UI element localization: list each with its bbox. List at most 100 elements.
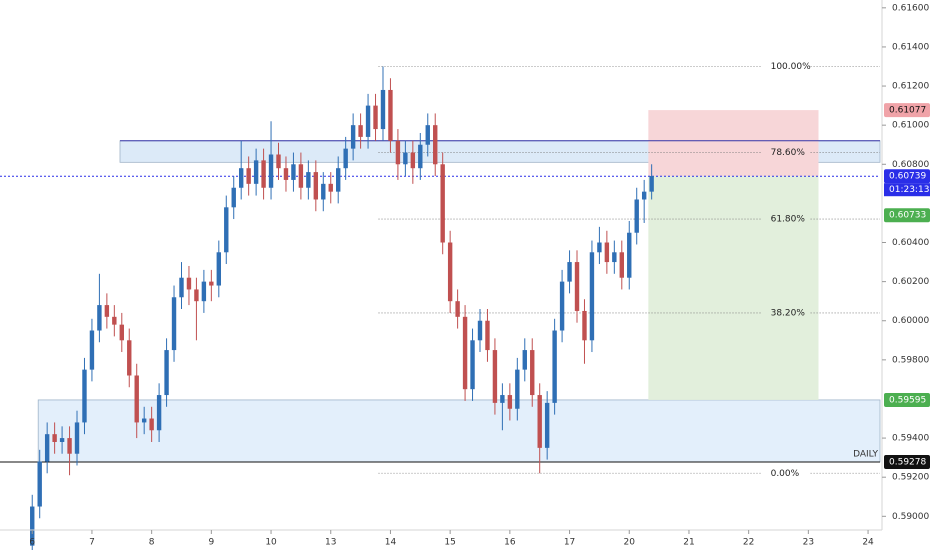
price-badge [884, 103, 930, 118]
x-tick-label: 15 [444, 538, 455, 548]
candle-body [291, 164, 296, 180]
stop-zone [648, 110, 819, 177]
candle-body [433, 125, 438, 165]
candle-body [194, 289, 199, 302]
price-badge-label: 0.60739 [889, 172, 926, 182]
target-zone [648, 176, 819, 400]
candle-body [97, 305, 102, 331]
price-badge [884, 208, 930, 223]
price-badge [884, 169, 930, 184]
price-badge-label: 0.60733 [889, 211, 926, 221]
y-tick-label: 0.61000 [892, 121, 929, 131]
candle-body [343, 148, 348, 169]
candle-body [530, 350, 535, 396]
candle-body [52, 434, 57, 442]
candle-body [597, 242, 602, 253]
candle-body [552, 330, 557, 403]
y-tick-label: 0.61200 [892, 82, 929, 92]
x-tick-label: 16 [504, 538, 516, 548]
x-tick-label: 21 [683, 538, 694, 548]
fib-label: 0.00% [771, 469, 800, 479]
candle-body [313, 172, 319, 200]
x-tick-label: 23 [803, 538, 814, 548]
candle-body [559, 281, 565, 331]
x-tick-label: 14 [385, 538, 397, 548]
y-tick-label: 0.60400 [892, 238, 929, 248]
candle-body [492, 350, 498, 403]
candle-body [403, 152, 408, 165]
fib-label: 78.60% [771, 148, 806, 158]
candle-body [612, 252, 617, 263]
countdown-badge [884, 183, 930, 197]
candle-body [440, 164, 445, 243]
price-badge [884, 454, 930, 469]
fib-label: 61.80% [771, 215, 806, 225]
y-tick-label: 0.59400 [892, 434, 929, 444]
x-tick-label: 9 [208, 538, 214, 548]
x-tick-label: 6 [29, 538, 35, 548]
candle-body [604, 242, 610, 263]
candle-body [477, 320, 483, 341]
candle-body [179, 277, 184, 298]
candle-body [589, 252, 595, 341]
price-badge-label: 0.59278 [889, 457, 926, 467]
candle-body [201, 281, 207, 302]
candle-body [515, 369, 520, 409]
price-badge [884, 392, 930, 407]
candle-body [89, 330, 95, 370]
candle-body [127, 340, 132, 376]
candle-body [447, 242, 453, 302]
countdown: 01:23:13 [889, 185, 929, 195]
candle-body [283, 168, 289, 180]
zone [37, 399, 881, 463]
candle-body [44, 434, 50, 462]
candle-body [544, 402, 550, 448]
annotation: DAILY [853, 449, 878, 459]
candle-body [238, 168, 244, 188]
candle-body [261, 160, 266, 188]
x-tick-label: 22 [743, 538, 754, 548]
candle-body [358, 125, 363, 137]
candle-body [649, 176, 654, 192]
y-tick-label: 0.59200 [892, 473, 929, 483]
candle-body [462, 316, 468, 390]
candle-body [619, 252, 624, 278]
plot-area: 100.00% 78.60% 61.80% 38.20% 0.00% DAILY [0, 62, 881, 550]
candle-body [134, 375, 139, 423]
candle-body [186, 277, 192, 290]
fib-label: 100.00% [771, 62, 811, 72]
axes: 0.61600 0.61400 0.61200 0.61000 0.60800 0.604… [29, 3, 930, 548]
y-tick-label: 0.60000 [892, 316, 929, 326]
x-tick-label: 10 [265, 538, 277, 548]
x-tick-label: 13 [325, 538, 336, 548]
candle-body [112, 316, 117, 325]
x-tick-label: 24 [862, 538, 874, 548]
candle-body [224, 207, 229, 253]
candle-body [627, 232, 632, 278]
candle-body [410, 152, 416, 169]
candle-body [567, 262, 572, 282]
candle-body [365, 105, 371, 137]
candle-body [582, 310, 587, 341]
fib-label: 38.20% [771, 308, 806, 318]
candle-body [67, 438, 72, 454]
candle-body [425, 125, 430, 145]
candle-body [395, 140, 401, 165]
candle-body [141, 418, 147, 423]
candle-body [104, 305, 110, 317]
candle-body [321, 183, 326, 200]
candle-body [522, 350, 527, 370]
x-tick-label: 7 [89, 538, 95, 548]
candle-body [306, 172, 311, 188]
candle-body [246, 168, 251, 184]
x-tick-label: 8 [149, 538, 155, 548]
price-badge-label: 0.61077 [889, 106, 926, 116]
candle-body [634, 199, 639, 233]
candle-body [156, 395, 162, 431]
candle-body [276, 154, 281, 169]
candle-body [74, 422, 80, 454]
candle-body [119, 324, 124, 341]
candle-body [485, 320, 490, 351]
candle-body [418, 144, 423, 169]
